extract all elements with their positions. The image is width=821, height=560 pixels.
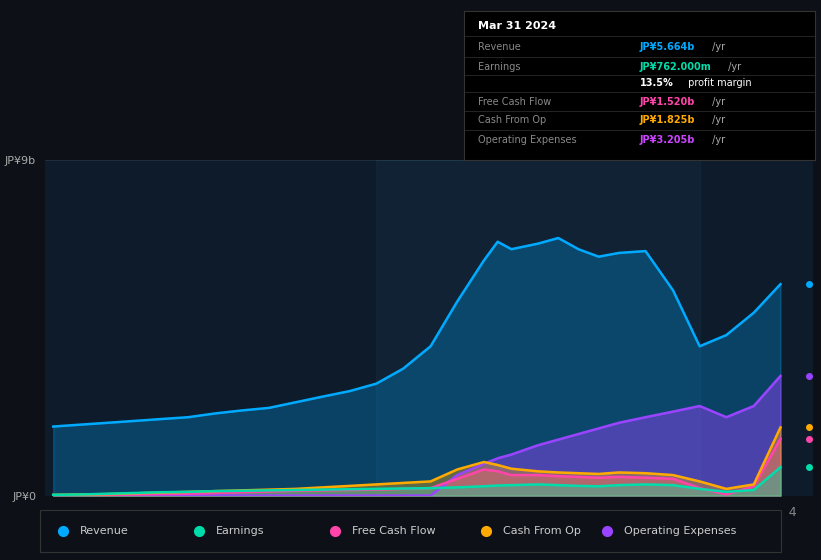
Text: /yr: /yr [709, 42, 725, 52]
Text: Earnings: Earnings [478, 62, 521, 72]
Text: /yr: /yr [709, 115, 725, 125]
Text: JP¥1.520b: JP¥1.520b [640, 97, 695, 107]
Text: JP¥762.000m: JP¥762.000m [640, 62, 711, 72]
Text: Cash From Op: Cash From Op [478, 115, 546, 125]
Text: profit margin: profit margin [686, 78, 752, 88]
Text: JP¥3.205b: JP¥3.205b [640, 136, 695, 145]
Text: Free Cash Flow: Free Cash Flow [351, 526, 435, 535]
Bar [377, 160, 699, 496]
Text: Revenue: Revenue [478, 42, 521, 52]
Bar [40, 510, 781, 552]
Text: Revenue: Revenue [80, 526, 128, 535]
Text: Cash From Op: Cash From Op [502, 526, 580, 535]
Text: 13.5%: 13.5% [640, 78, 673, 88]
Text: JP¥1.825b: JP¥1.825b [640, 115, 695, 125]
Text: Mar 31 2024: Mar 31 2024 [478, 21, 556, 31]
Text: /yr: /yr [709, 136, 725, 145]
Text: Operating Expenses: Operating Expenses [478, 136, 576, 145]
Text: Earnings: Earnings [216, 526, 264, 535]
Text: JP¥5.664b: JP¥5.664b [640, 42, 695, 52]
Text: Operating Expenses: Operating Expenses [623, 526, 736, 535]
Text: /yr: /yr [709, 97, 725, 107]
Text: /yr: /yr [725, 62, 741, 72]
Text: Free Cash Flow: Free Cash Flow [478, 97, 551, 107]
